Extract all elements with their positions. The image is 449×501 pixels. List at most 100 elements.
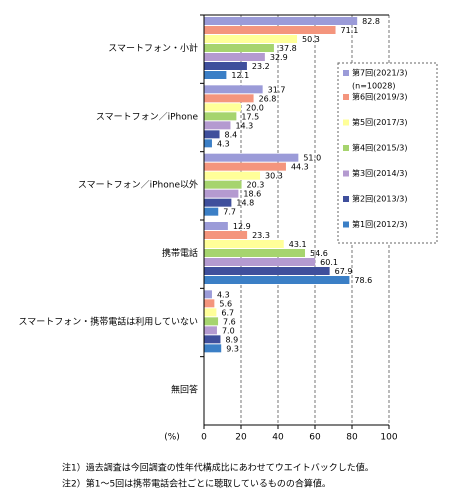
bar [204,62,247,70]
value-label: 43.1 [289,240,307,249]
category-label: 無回答 [171,384,198,396]
value-label: 4.3 [217,290,230,299]
x-tick-label: 60 [309,433,321,443]
value-label: 37.8 [279,44,297,53]
legend-label: 第2回(2013/3) [352,194,407,204]
bar [204,240,284,248]
bar [204,130,220,139]
value-label: 12.1 [231,71,249,80]
bar [204,171,261,180]
category-label: スマートフォン・携帯電話は利用していない [19,315,198,327]
bar [204,112,237,121]
x-tick-label: 100 [380,433,397,443]
legend-note: (n=10028) [352,82,395,91]
note: 注2）第1～5回は携帯電話会社ごとに聴取しているものの合算値。 [62,478,331,490]
bar [204,258,316,266]
value-label: 6.7 [221,308,234,317]
category-label: スマートフォン／iPhone以外 [78,179,198,191]
bar [204,207,219,216]
bar [204,53,265,61]
bar [204,231,248,239]
value-label: 5.6 [219,299,232,308]
note: 注1）過去調査は今回調査の性年代構成比にあわせてウエイトバックした値。 [62,462,374,474]
value-label: 12.9 [233,222,251,231]
category-label: スマートフォン・小計 [108,42,198,54]
value-label: 17.5 [241,112,259,121]
value-label: 32.9 [270,53,288,62]
legend-label: 第1回(2012/3) [352,219,407,229]
bar [204,222,228,230]
bar [204,85,263,94]
bar [204,94,254,103]
legend-box [337,62,438,244]
value-label: 60.1 [320,258,338,267]
legend-swatch [343,119,349,126]
category-label: スマートフォン／iPhone [96,111,199,122]
value-label: 26.8 [259,94,277,103]
x-tick-label: 40 [272,433,284,443]
bar [204,139,212,148]
bar [204,276,350,284]
bar [204,189,239,198]
bar [204,121,231,130]
legend-swatch [343,94,349,100]
value-label: 9.3 [226,344,239,353]
legend-swatch [343,221,349,228]
value-label: 14.3 [235,121,253,130]
bar [204,344,222,353]
value-label: 67.9 [335,267,353,276]
bar [204,35,298,43]
bar [204,44,274,52]
legend-label: 第5回(2017/3) [352,117,407,127]
legend-swatch [343,170,349,177]
bar [204,103,241,112]
x-tick-label: 80 [346,433,358,443]
bar [204,153,299,162]
value-label: 7.0 [222,326,235,335]
value-label: 20.3 [247,181,265,190]
value-label: 8.9 [225,335,238,344]
bar [204,326,217,335]
bar [204,71,227,79]
bar [204,267,330,275]
value-label: 23.3 [252,231,270,240]
value-label: 50.3 [302,35,320,44]
legend-label: 第7回(2021/3) [352,68,407,78]
bar [204,162,286,171]
legend-swatch [343,70,349,76]
value-label: 7.7 [223,208,236,217]
value-label: 20.0 [246,103,264,112]
value-label: 18.6 [243,190,261,199]
x-tick-label: 20 [235,433,247,443]
value-label: 30.3 [265,172,283,181]
bar [204,180,242,189]
bar [204,308,217,317]
x-tick-label: 0 [201,433,207,443]
value-label: 44.3 [291,163,309,172]
value-label: 54.6 [310,249,328,258]
x-axis-label: (%) [164,433,180,443]
bar [204,317,219,326]
bar [204,290,212,299]
bar [204,249,306,257]
legend-swatch [343,145,349,151]
bar [204,17,358,25]
category-label: 携帯電話 [162,247,198,259]
value-label: 82.8 [362,17,380,26]
legend-label: 第4回(2015/3) [352,143,407,153]
value-label: 4.3 [217,139,230,148]
value-label: 8.4 [225,130,238,139]
bar [204,299,215,308]
bar [204,198,232,207]
value-label: 23.2 [252,62,270,71]
bar [204,26,336,34]
legend-swatch [343,196,349,202]
value-label: 31.7 [268,85,286,94]
bar [204,335,221,344]
legend-label: 第3回(2014/3) [352,168,407,178]
value-label: 78.6 [354,276,372,285]
value-label: 51.0 [303,154,321,163]
legend-label: 第6回(2019/3) [352,92,407,102]
value-label: 71.1 [341,26,359,35]
